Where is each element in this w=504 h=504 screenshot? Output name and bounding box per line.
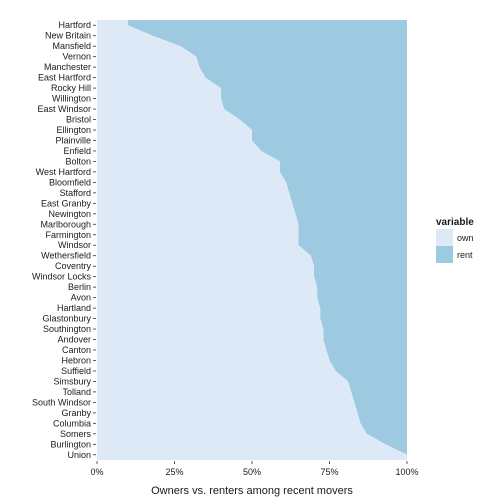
y-tick-label: Marlborough — [40, 219, 91, 229]
legend: variable own rent — [436, 217, 474, 263]
y-tick-label: Glastonbury — [42, 314, 91, 324]
legend-label-rent: rent — [457, 250, 473, 260]
x-tick-label: 100% — [395, 467, 418, 477]
x-tick-label: 25% — [165, 467, 183, 477]
y-tick-label: Simsbury — [53, 376, 91, 386]
x-tick-label: 75% — [320, 467, 338, 477]
y-tick-label: Coventry — [55, 261, 92, 271]
y-tick-label: Bristol — [66, 115, 91, 125]
x-tick-label: 50% — [243, 467, 261, 477]
y-tick-label: Avon — [71, 293, 91, 303]
legend-swatch-own — [436, 229, 453, 246]
y-tick-label: Union — [67, 450, 91, 460]
area-rent — [128, 20, 407, 460]
y-tick-label: Vernon — [62, 52, 91, 62]
y-tick-label: Andover — [57, 335, 91, 345]
plot-areas — [97, 20, 407, 460]
y-tick-label: Bolton — [65, 156, 91, 166]
y-tick-label: Windsor Locks — [32, 272, 92, 282]
y-tick-label: Enfield — [63, 146, 91, 156]
legend-swatch-rent — [436, 246, 453, 263]
y-tick-label: New Britain — [45, 31, 91, 41]
y-tick-label: East Granby — [41, 198, 92, 208]
y-tick-label: Rocky Hill — [51, 83, 91, 93]
y-tick-label: Granby — [61, 408, 91, 418]
y-tick-label: Somers — [60, 429, 92, 439]
y-tick-label: Burlington — [50, 439, 91, 449]
y-tick-label: East Hartford — [38, 73, 91, 83]
y-tick-label: East Windsor — [37, 104, 91, 114]
y-tick-label: Suffield — [61, 366, 91, 376]
y-tick-label: Ellington — [56, 125, 91, 135]
y-tick-label: South Windsor — [32, 397, 91, 407]
y-tick-label: Mansfield — [52, 41, 91, 51]
y-tick-label: Wethersfield — [41, 251, 91, 261]
y-tick-label: Hebron — [61, 355, 91, 365]
y-tick-label: Tolland — [62, 387, 91, 397]
legend-label-own: own — [457, 233, 474, 243]
y-tick-label: Windsor — [58, 240, 91, 250]
x-axis: 0% 25% 50% 75% 100% — [90, 461, 419, 477]
y-tick-label: Bloomfield — [49, 177, 91, 187]
y-tick-label: Farmington — [45, 230, 91, 240]
y-tick-label: Manchester — [44, 62, 91, 72]
x-tick-label: 0% — [90, 467, 103, 477]
y-tick-label: Hartford — [58, 20, 91, 30]
y-tick-label: Hartland — [57, 303, 91, 313]
y-tick-label: Southington — [43, 324, 91, 334]
y-tick-label: Stafford — [60, 188, 91, 198]
y-tick-label: Canton — [62, 345, 91, 355]
y-tick-label: Berlin — [68, 282, 91, 292]
area-own — [97, 20, 407, 460]
legend-title: variable — [436, 217, 474, 228]
x-axis-title: Owners vs. renters among recent movers — [151, 485, 353, 497]
y-tick-label: Plainville — [55, 135, 91, 145]
y-tick-label: Willington — [52, 94, 91, 104]
y-tick-label: West Hartford — [36, 167, 91, 177]
y-tick-label: Columbia — [53, 418, 91, 428]
y-tick-label: Newington — [48, 209, 91, 219]
